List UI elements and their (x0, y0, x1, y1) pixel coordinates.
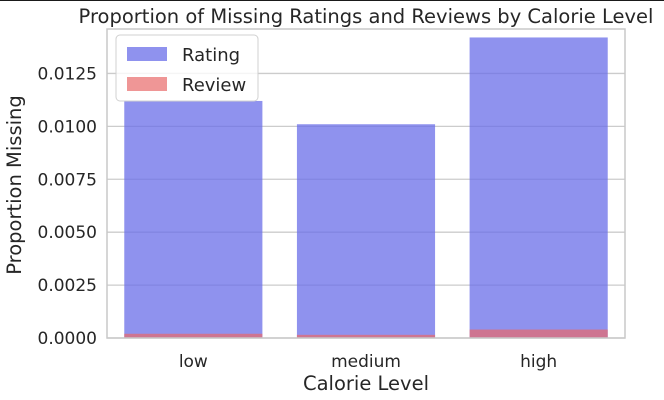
x-tick-label: low (179, 352, 208, 372)
chart-title: Proportion of Missing Ratings and Review… (79, 5, 654, 28)
plot-frame (106, 28, 626, 339)
bar-rating-medium (296, 124, 436, 339)
y-tick-label: 0.0075 (38, 170, 97, 190)
bar-review-medium (296, 334, 436, 338)
legend: Rating Review (115, 34, 259, 102)
y-tick-labels: 0.0000 0.0025 0.0050 0.0075 0.0100 0.0125 (38, 64, 97, 349)
y-tick-label: 0.0025 (38, 276, 97, 296)
top-rule (0, 0, 664, 1)
y-tick-label: 0.0100 (38, 117, 97, 137)
bar-review-low (124, 333, 263, 338)
y-tick-label: 0.0125 (38, 64, 97, 84)
legend-swatch-rating (127, 47, 167, 61)
bars (124, 37, 608, 339)
y-tick-label: 0.0050 (38, 223, 97, 243)
x-tick-label: medium (331, 352, 401, 372)
bar-rating-high (469, 37, 608, 338)
bar-review-high (469, 329, 608, 338)
y-axis-label: Proportion Missing (3, 95, 26, 275)
x-tick-label: high (520, 352, 557, 372)
legend-label-rating: Rating (182, 45, 240, 66)
x-axis-label: Calorie Level (303, 372, 429, 395)
legend-swatch-review (127, 77, 167, 91)
legend-label-review: Review (182, 75, 246, 96)
bar-rating-low (124, 100, 263, 339)
y-tick-label: 0.0000 (38, 329, 97, 349)
x-tick-labels: low medium high (179, 352, 557, 372)
